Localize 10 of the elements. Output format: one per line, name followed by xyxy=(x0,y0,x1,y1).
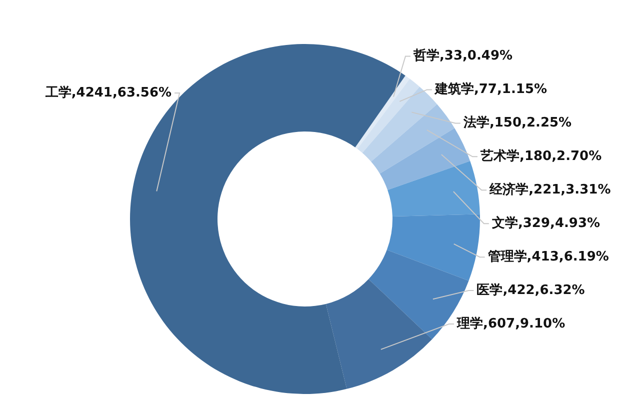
slice-label: 艺术学,180,2.70% xyxy=(480,149,602,164)
slice-label: 建筑学,77,1.15% xyxy=(434,82,548,98)
slice-label: 管理学,413,6.19% xyxy=(486,249,609,264)
slice-label: 哲学,33,0.49% xyxy=(412,48,513,64)
slice-label: 法学,150,2.25% xyxy=(462,116,572,131)
slice-label: 理学,607,9.10% xyxy=(456,316,566,332)
slice-label: 经济学,221,3.31% xyxy=(488,182,611,198)
slice-label: 文学,329,4.93% xyxy=(490,214,600,231)
slice-label: 工学,4241,63.56% xyxy=(44,85,172,100)
slice-label: 医学,422,6.32% xyxy=(476,282,585,298)
